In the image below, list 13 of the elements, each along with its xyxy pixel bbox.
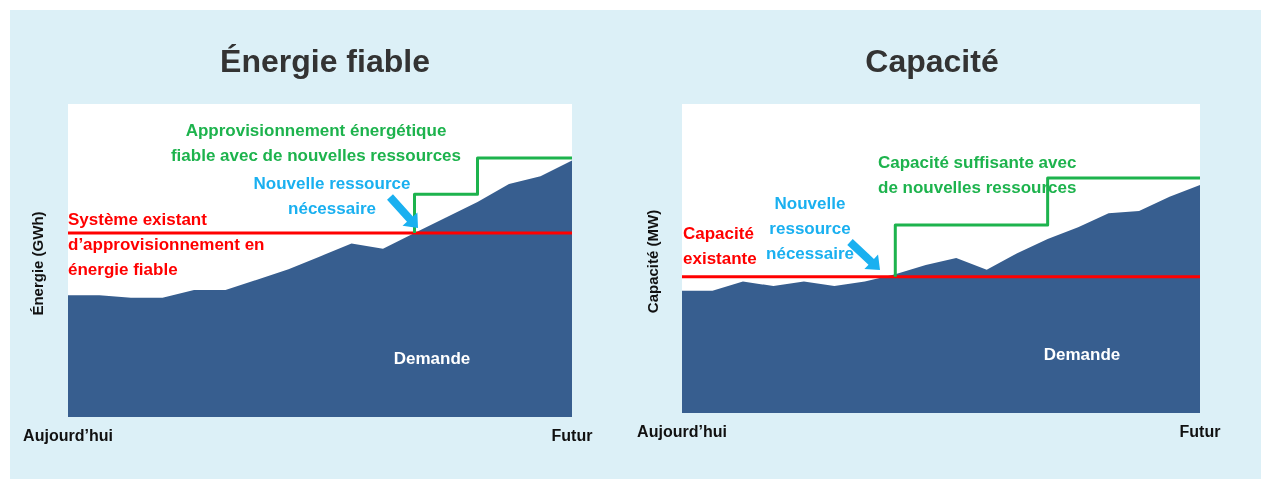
chart-title: Énergie fiable xyxy=(220,43,430,79)
x-tick-label: Aujourd’hui xyxy=(637,423,727,440)
ref-line-label: Capacité existante xyxy=(683,224,757,268)
annotation: Approvisionnement énergétique fiable avec de nouvelles ressources xyxy=(170,121,462,165)
annotation: Nouvelle ressource nécessaire xyxy=(766,194,854,263)
x-tick-label: Futur xyxy=(1179,423,1221,440)
chart-title: Capacité xyxy=(865,43,999,79)
series-label: Demande xyxy=(393,349,471,368)
y-axis-title: Capacité (MW) xyxy=(644,209,661,314)
x-tick-label: Futur xyxy=(551,427,593,444)
x-tick-label: Aujourd’hui xyxy=(23,427,113,444)
y-axis-title: Énergie (GWh) xyxy=(29,211,46,316)
series-label: Demande xyxy=(1043,345,1121,364)
